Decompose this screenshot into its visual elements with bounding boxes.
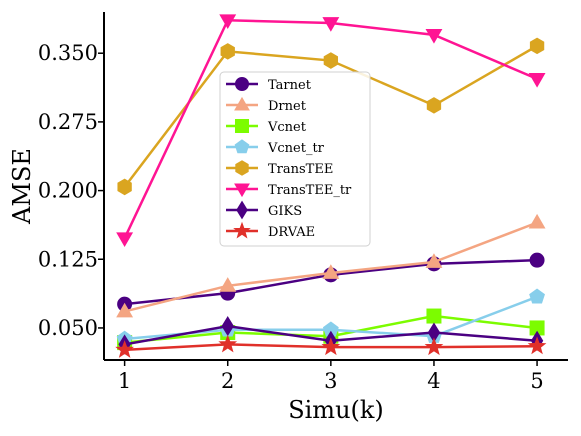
legend-label: GIKS: [268, 204, 302, 219]
legend-marker: [236, 200, 248, 220]
legend-label: TransTEE: [268, 162, 333, 177]
data-point: [426, 308, 442, 324]
ticks: 1 2 3 4 5 0.050 0.125 0.200 0.275 0.350: [38, 41, 544, 393]
data-point: [424, 337, 444, 356]
data-point: [218, 334, 238, 353]
legend: Tarnet Drnet Vcnet Vcnet_tr TransTEE TransTEE…: [219, 71, 371, 247]
legend-marker: [235, 77, 249, 91]
legend-label: TransTEE_tr: [268, 183, 352, 198]
data-point: [220, 43, 235, 60]
legend-marker: [234, 183, 250, 198]
data-point: [425, 253, 443, 268]
data-point: [219, 14, 237, 29]
data-point: [528, 213, 546, 229]
legend-entry: TransTEE: [226, 160, 333, 177]
legend-entry: Tarnet: [226, 77, 312, 93]
data-point: [323, 52, 339, 69]
x-axis-title: Simu(k): [288, 396, 384, 424]
data-point: [322, 264, 340, 279]
legend-entry: Vcnet: [226, 119, 307, 135]
series-drvae: [115, 334, 547, 358]
axes: [103, 12, 568, 361]
legend-label: DRVAE: [268, 225, 315, 240]
legend-entry: GIKS: [226, 200, 302, 220]
data-point: [116, 302, 134, 318]
data-point: [528, 72, 546, 88]
legend-entry: Drnet: [226, 96, 307, 114]
data-point: [219, 277, 237, 292]
y-axis-title: AMSE: [8, 148, 36, 225]
data-point: [426, 97, 442, 114]
y-tick-label: 0.275: [38, 110, 98, 134]
data-point: [425, 29, 443, 44]
legend-label: Tarnet: [268, 78, 312, 93]
data-point: [116, 232, 134, 247]
x-tick-label: 2: [221, 369, 234, 393]
y-tick-label: 0.050: [38, 316, 98, 340]
data-point: [115, 340, 134, 358]
data-point: [529, 288, 545, 304]
legend-marker: [234, 139, 250, 154]
x-tick-label: 3: [324, 369, 337, 393]
x-tick-label: 5: [530, 369, 543, 393]
data-point: [321, 337, 341, 356]
data-point: [117, 178, 132, 196]
data-point: [322, 17, 340, 32]
data-point: [529, 37, 545, 55]
legend-box: [219, 71, 371, 247]
legend-entry: TransTEE_tr: [226, 183, 352, 198]
legend-label: Drnet: [268, 99, 307, 114]
legend-marker: [235, 119, 249, 133]
legend-entry: DRVAE: [226, 221, 315, 240]
legend-marker: [234, 96, 250, 111]
series-drnet: [116, 213, 546, 318]
legend-marker: [233, 221, 251, 239]
series-transtee: [117, 37, 545, 196]
legend-label: Vcnet: [267, 120, 307, 135]
y-tick-label: 0.200: [38, 179, 98, 203]
data-point: [529, 252, 545, 268]
series-tarnet: [117, 252, 545, 312]
legend-marker: [235, 160, 249, 176]
legend-label: Vcnet_tr: [267, 141, 325, 156]
series-transtee-tr: [116, 14, 546, 247]
data-point: [527, 336, 547, 355]
y-tick-label: 0.125: [38, 247, 98, 271]
x-tick-label: 4: [427, 369, 440, 393]
series-layer: [115, 14, 547, 358]
legend-entry: Vcnet_tr: [226, 139, 325, 156]
x-tick-label: 1: [118, 369, 131, 393]
y-tick-label: 0.350: [38, 41, 98, 65]
